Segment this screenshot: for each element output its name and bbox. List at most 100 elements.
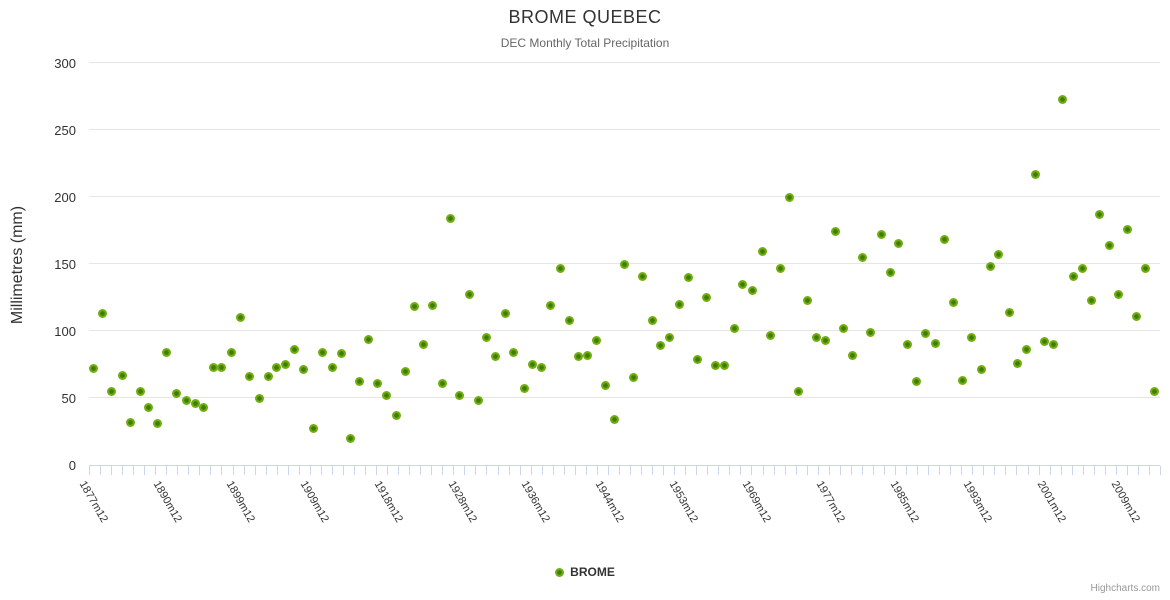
data-point[interactable]: [318, 347, 328, 357]
data-point[interactable]: [208, 362, 218, 372]
data-point[interactable]: [985, 262, 995, 272]
data-point[interactable]: [674, 299, 684, 309]
data-point[interactable]: [144, 402, 154, 412]
data-point[interactable]: [117, 370, 127, 380]
data-point[interactable]: [263, 372, 273, 382]
data-point[interactable]: [839, 323, 849, 333]
data-point[interactable]: [967, 333, 977, 343]
data-point[interactable]: [684, 272, 694, 282]
data-point[interactable]: [419, 339, 429, 349]
data-point[interactable]: [638, 271, 648, 281]
data-point[interactable]: [610, 414, 620, 424]
data-point[interactable]: [1004, 307, 1014, 317]
data-point[interactable]: [254, 393, 264, 403]
data-point[interactable]: [738, 279, 748, 289]
data-point[interactable]: [126, 417, 136, 427]
data-point[interactable]: [217, 362, 227, 372]
data-point[interactable]: [1086, 295, 1096, 305]
data-point[interactable]: [235, 313, 245, 323]
data-point[interactable]: [336, 349, 346, 359]
legend-marker-icon[interactable]: [555, 567, 565, 577]
data-point[interactable]: [281, 360, 291, 369]
data-point[interactable]: [345, 433, 355, 443]
data-point[interactable]: [272, 362, 282, 372]
data-point[interactable]: [765, 330, 775, 340]
data-point[interactable]: [702, 293, 712, 302]
data-point[interactable]: [802, 295, 812, 305]
data-point[interactable]: [830, 227, 840, 237]
data-point[interactable]: [775, 263, 785, 273]
data-point[interactable]: [501, 309, 511, 319]
data-point[interactable]: [482, 333, 492, 343]
data-point[interactable]: [245, 372, 255, 382]
legend-series-label[interactable]: BROME: [570, 565, 615, 579]
data-point[interactable]: [89, 364, 99, 374]
data-point[interactable]: [98, 309, 108, 319]
data-point[interactable]: [162, 347, 172, 357]
data-point[interactable]: [720, 361, 730, 371]
data-point[interactable]: [391, 410, 401, 420]
data-point[interactable]: [930, 338, 940, 348]
data-point[interactable]: [784, 192, 794, 202]
data-point[interactable]: [455, 390, 465, 400]
data-point[interactable]: [629, 373, 639, 383]
data-point[interactable]: [1031, 169, 1041, 179]
data-point[interactable]: [1122, 224, 1132, 234]
data-point[interactable]: [437, 378, 447, 388]
data-point[interactable]: [793, 386, 803, 396]
data-point[interactable]: [757, 247, 767, 257]
data-point[interactable]: [748, 286, 758, 296]
data-point[interactable]: [903, 339, 913, 349]
data-point[interactable]: [382, 390, 392, 400]
data-point[interactable]: [465, 290, 475, 300]
data-point[interactable]: [976, 365, 986, 375]
data-point[interactable]: [491, 351, 501, 361]
data-point[interactable]: [940, 235, 950, 245]
highcharts-credit-link[interactable]: Highcharts.com: [1090, 583, 1160, 594]
data-point[interactable]: [1094, 209, 1104, 219]
data-point[interactable]: [857, 252, 867, 262]
data-point[interactable]: [509, 347, 519, 357]
data-point[interactable]: [1104, 240, 1114, 250]
data-point[interactable]: [428, 301, 438, 311]
data-point[interactable]: [171, 389, 181, 399]
data-point[interactable]: [299, 365, 309, 375]
data-point[interactable]: [848, 350, 858, 360]
data-point[interactable]: [665, 333, 675, 343]
data-point[interactable]: [647, 315, 657, 325]
data-point[interactable]: [199, 402, 209, 412]
data-point[interactable]: [290, 345, 300, 355]
data-point[interactable]: [1049, 339, 1059, 349]
data-point[interactable]: [227, 347, 237, 357]
data-point[interactable]: [1013, 358, 1023, 368]
data-point[interactable]: [710, 361, 720, 371]
data-point[interactable]: [354, 377, 364, 387]
data-point[interactable]: [812, 333, 822, 343]
data-point[interactable]: [181, 396, 191, 406]
data-point[interactable]: [446, 213, 456, 223]
data-point[interactable]: [958, 376, 968, 386]
data-point[interactable]: [1057, 94, 1067, 104]
data-point[interactable]: [1077, 263, 1087, 273]
data-point[interactable]: [528, 360, 538, 369]
data-point[interactable]: [601, 381, 611, 391]
data-point[interactable]: [1022, 345, 1032, 355]
data-point[interactable]: [545, 301, 555, 311]
data-point[interactable]: [1150, 386, 1160, 396]
data-point[interactable]: [619, 259, 629, 269]
data-point[interactable]: [866, 327, 876, 337]
data-point[interactable]: [135, 386, 145, 396]
data-point[interactable]: [876, 230, 886, 240]
data-point[interactable]: [327, 362, 337, 372]
data-point[interactable]: [574, 351, 584, 361]
data-point[interactable]: [583, 350, 593, 360]
data-point[interactable]: [692, 354, 702, 364]
data-point[interactable]: [1039, 337, 1049, 347]
data-point[interactable]: [474, 396, 484, 406]
data-point[interactable]: [373, 378, 383, 388]
data-point[interactable]: [1068, 271, 1078, 281]
data-point[interactable]: [656, 341, 666, 351]
data-point[interactable]: [410, 302, 420, 312]
data-point[interactable]: [555, 263, 565, 273]
data-point[interactable]: [400, 366, 410, 376]
